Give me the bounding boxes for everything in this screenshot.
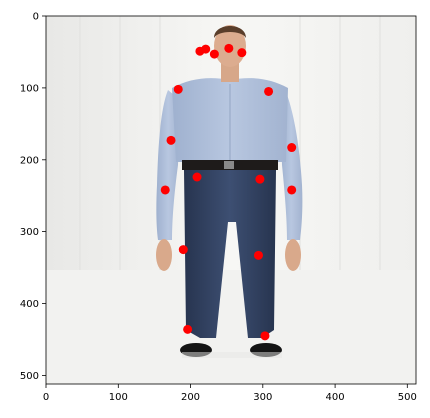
x-tick-label-200: 200: [181, 392, 200, 403]
keypoint-marker-6: [264, 86, 274, 96]
keypoint-marker-2: [209, 49, 219, 59]
axes-frame: [45, 15, 417, 385]
keypoint-markers: [160, 43, 297, 341]
keypoint-marker-5: [173, 84, 183, 94]
keypoint-marker-4: [237, 48, 247, 58]
keypoint-marker-15: [183, 324, 193, 334]
keypoint-marker-8: [287, 143, 297, 153]
keypoint-marker-13: [178, 245, 188, 255]
x-tick-label-100: 100: [109, 392, 128, 403]
x-tick-label-400: 400: [326, 392, 345, 403]
y-tick-label-300: 300: [20, 227, 39, 238]
keypoint-marker-9: [160, 185, 170, 195]
x-tick-label-0: 0: [43, 392, 49, 403]
y-tick-label-0: 0: [33, 12, 39, 23]
keypoint-marker-3: [224, 43, 234, 53]
keypoint-marker-16: [260, 331, 270, 341]
keypoint-marker-10: [287, 185, 297, 195]
keypoint-marker-1: [201, 44, 211, 54]
keypoint-marker-11: [192, 172, 202, 182]
keypoint-marker-7: [166, 135, 176, 145]
y-tick-label-400: 400: [20, 299, 39, 310]
x-axis: 0 100 200 300 400 500: [43, 384, 417, 403]
y-tick-label-100: 100: [20, 83, 39, 94]
y-tick-label-500: 500: [20, 371, 39, 382]
y-tick-label-200: 200: [20, 155, 39, 166]
background-photo: [46, 16, 416, 384]
x-tick-label-300: 300: [253, 392, 272, 403]
y-axis: 0 100 200 300 400 500: [20, 12, 46, 382]
x-tick-label-500: 500: [398, 392, 417, 403]
keypoint-marker-12: [255, 174, 265, 184]
keypoint-marker-14: [253, 250, 263, 260]
